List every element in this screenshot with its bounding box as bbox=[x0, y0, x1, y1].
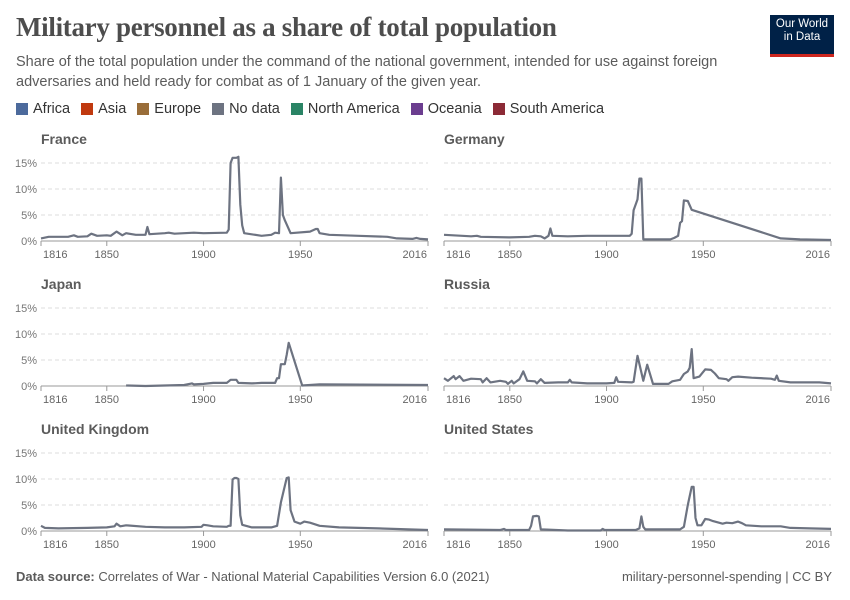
x-tick-label: 1950 bbox=[691, 249, 715, 261]
panel-title: Japan bbox=[41, 276, 81, 292]
data-source-label: Data source: bbox=[16, 569, 95, 584]
y-tick-label: 10% bbox=[15, 329, 37, 341]
legend-item[interactable]: No data bbox=[212, 101, 280, 117]
x-tick-label: 1816 bbox=[43, 249, 67, 261]
series-line-united-states bbox=[443, 485, 832, 532]
x-tick-label: 1850 bbox=[95, 539, 119, 551]
legend-item[interactable]: Asia bbox=[81, 101, 126, 117]
legend-swatch bbox=[290, 103, 303, 115]
x-tick-label: 1850 bbox=[95, 249, 119, 261]
y-tick-label: 15% bbox=[15, 303, 37, 315]
legend-label: Africa bbox=[33, 101, 71, 117]
x-tick-label: 1950 bbox=[288, 394, 312, 406]
x-tick-label: 1900 bbox=[594, 394, 618, 406]
legend-swatch bbox=[492, 103, 505, 115]
owid-logo[interactable]: Our World in Data bbox=[770, 15, 834, 57]
x-tick-label: 1850 bbox=[498, 394, 522, 406]
x-tick-label: 1900 bbox=[191, 539, 215, 551]
series-line-japan bbox=[126, 341, 429, 388]
x-tick-label: 1900 bbox=[594, 539, 618, 551]
legend-swatch bbox=[212, 103, 225, 115]
x-tick-label: 1950 bbox=[691, 539, 715, 551]
legend-swatch bbox=[16, 103, 28, 115]
series-line-russia bbox=[443, 348, 832, 385]
x-tick-label: 1816 bbox=[446, 249, 470, 261]
legend-item[interactable]: North America bbox=[290, 101, 400, 117]
x-tick-label: 1850 bbox=[498, 539, 522, 551]
x-tick-label: 1850 bbox=[95, 394, 119, 406]
x-tick-label: 2016 bbox=[403, 394, 427, 406]
y-tick-label: 5% bbox=[21, 210, 37, 222]
x-tick-label: 2016 bbox=[806, 539, 830, 551]
legend-item[interactable]: South America bbox=[492, 101, 605, 117]
legend-label: North America bbox=[307, 101, 400, 117]
data-source-link[interactable]: Correlates of War - National Material Ca… bbox=[98, 569, 490, 584]
x-tick-label: 2016 bbox=[403, 539, 427, 551]
x-tick-label: 1850 bbox=[498, 249, 522, 261]
legend-label: Europe bbox=[154, 101, 202, 117]
legend-item[interactable]: Africa bbox=[16, 101, 70, 117]
legend-item[interactable]: Europe bbox=[137, 101, 201, 117]
panel-title: Russia bbox=[444, 276, 490, 292]
legend-item[interactable]: Oceania bbox=[410, 101, 482, 117]
x-tick-label: 1816 bbox=[446, 539, 470, 551]
y-tick-label: 10% bbox=[15, 474, 37, 486]
y-tick-label: 15% bbox=[15, 158, 37, 170]
x-tick-label: 2016 bbox=[403, 249, 427, 261]
data-source: Data source: Correlates of War - Nationa… bbox=[16, 569, 490, 584]
legend: Africa Asia Europe No data North America Ocea… bbox=[16, 101, 604, 117]
x-tick-label: 1950 bbox=[288, 539, 312, 551]
legend-label: Asia bbox=[98, 101, 127, 117]
y-tick-label: 5% bbox=[21, 355, 37, 367]
panel-title: France bbox=[41, 131, 87, 147]
x-tick-label: 1950 bbox=[288, 249, 312, 261]
legend-label: Oceania bbox=[427, 101, 482, 117]
y-tick-label: 15% bbox=[15, 448, 37, 460]
x-tick-label: 1816 bbox=[446, 394, 470, 406]
legend-label: No data bbox=[229, 101, 280, 117]
x-tick-label: 1900 bbox=[594, 249, 618, 261]
chart-slug-license[interactable]: military-personnel-spending | CC BY bbox=[621, 569, 832, 584]
y-tick-label: 5% bbox=[21, 500, 37, 512]
legend-swatch bbox=[81, 103, 94, 115]
x-tick-label: 1900 bbox=[191, 394, 215, 406]
panel-title: United States bbox=[444, 421, 534, 437]
legend-label: South America bbox=[509, 101, 605, 117]
y-tick-label: 0% bbox=[21, 526, 37, 538]
chart-title: Military personnel as a share of total p… bbox=[16, 12, 557, 42]
x-tick-label: 1900 bbox=[191, 249, 215, 261]
chart-subtitle: Share of the total population under the … bbox=[16, 54, 718, 90]
y-tick-label: 10% bbox=[15, 184, 37, 196]
series-line-germany bbox=[443, 177, 832, 242]
series-line-united-kingdom bbox=[40, 476, 429, 532]
x-tick-label: 2016 bbox=[806, 394, 830, 406]
series-line-france bbox=[40, 155, 429, 241]
x-tick-label: 1816 bbox=[43, 394, 67, 406]
x-tick-label: 1816 bbox=[43, 539, 67, 551]
legend-swatch bbox=[137, 103, 150, 115]
panel-title: Germany bbox=[444, 131, 505, 147]
legend-swatch bbox=[410, 103, 423, 115]
x-tick-label: 2016 bbox=[806, 249, 830, 261]
y-tick-label: 0% bbox=[21, 236, 37, 248]
x-tick-label: 1950 bbox=[691, 394, 715, 406]
panel-title: United Kingdom bbox=[41, 421, 149, 437]
y-tick-label: 0% bbox=[21, 381, 37, 393]
